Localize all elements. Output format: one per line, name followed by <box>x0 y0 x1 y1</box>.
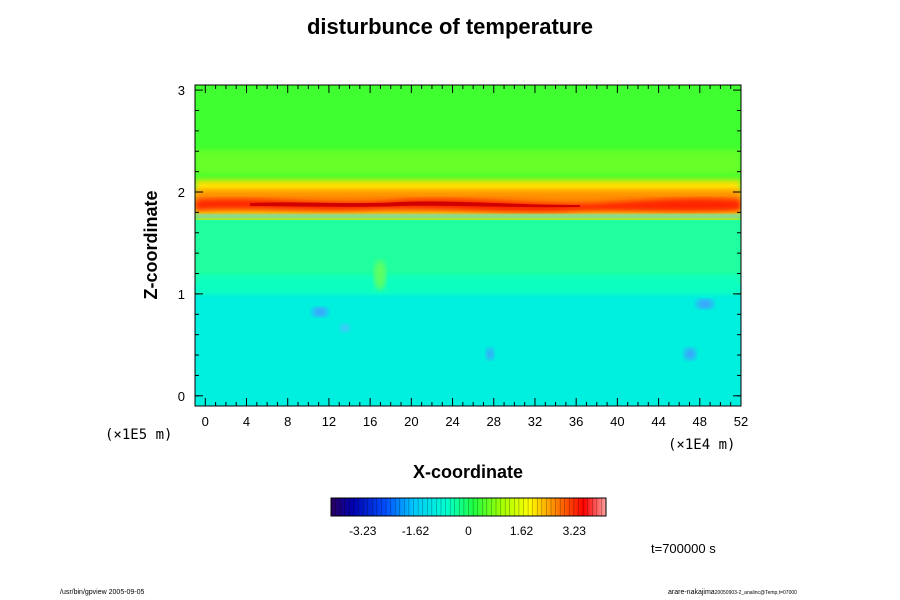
x-tick-label: 44 <box>651 414 665 429</box>
x-tick-label: 24 <box>445 414 459 429</box>
chart-title: disturbunce of temperature <box>306 14 594 39</box>
colorbar-divisions <box>335 498 602 516</box>
y-tick-label: 3 <box>178 83 185 98</box>
heatmap-vortex-3 <box>684 348 696 360</box>
x-tick-label: 32 <box>528 414 542 429</box>
colorbar-tick-label: 0 <box>465 524 472 538</box>
colorbar-tick-label: 1.62 <box>510 524 534 538</box>
plot-frame <box>194 84 742 407</box>
y-axis-ticks: 0 1 2 3 <box>178 83 741 404</box>
y-unit-label: (×1E5 m) <box>105 427 172 443</box>
heatmap-band-red-core <box>250 201 580 208</box>
footer-right: arare-nakajima20050903-2_analinc@Temp,t=… <box>668 589 797 596</box>
x-axis-title: X-coordinate <box>413 462 523 482</box>
footer-right-main: arare-nakajima <box>668 589 715 596</box>
x-tick-label: 48 <box>693 414 707 429</box>
y-tick-label: 1 <box>178 287 185 302</box>
heatmap-band-lower <box>195 285 741 406</box>
x-tick-label: 16 <box>363 414 377 429</box>
x-unit-label: (×1E4 m) <box>668 437 735 453</box>
temperature-heatmap <box>195 85 741 406</box>
heatmap-band-cold-line <box>195 214 741 218</box>
heatmap-vortex-2 <box>696 299 714 309</box>
x-tick-label: 40 <box>610 414 624 429</box>
footer-right-small: 20050903-2_analinc@Temp,t=07000 <box>714 590 797 596</box>
x-tick-label: 28 <box>487 414 501 429</box>
y-tick-label: 0 <box>178 389 185 404</box>
heatmap-vortex-6 <box>340 324 350 332</box>
x-tick-label: 8 <box>284 414 291 429</box>
colorbar-tick-label: 3.23 <box>563 524 587 538</box>
colorbar-tick-label: -3.23 <box>349 524 377 538</box>
x-tick-label: 52 <box>734 414 748 429</box>
heatmap-band-lower-haze <box>195 275 741 295</box>
time-label: t=700000 s <box>651 541 716 556</box>
colorbar-labels: -3.23 -1.62 0 1.62 3.23 <box>349 524 586 538</box>
x-tick-label: 0 <box>202 414 209 429</box>
heatmap-vortex-5 <box>374 260 386 290</box>
colorbar-tick-label: -1.62 <box>402 524 430 538</box>
y-tick-label: 2 <box>178 185 185 200</box>
y-axis-title: Z-coordinate <box>141 190 161 299</box>
x-axis-ticks: 0 4 8 12 16 20 24 28 32 36 40 44 48 52 <box>202 85 748 429</box>
footer-left: /usr/bin/gpview 2005-09-05 <box>60 589 145 596</box>
heatmap-band-upper-haze <box>195 150 741 175</box>
x-tick-label: 20 <box>404 414 418 429</box>
x-tick-label: 36 <box>569 414 583 429</box>
x-tick-label: 12 <box>322 414 336 429</box>
colorbar: -3.23 -1.62 0 1.62 3.23 <box>330 497 607 538</box>
x-tick-label: 4 <box>243 414 250 429</box>
heatmap-vortex-1 <box>312 307 328 317</box>
heatmap-vortex-4 <box>486 348 494 360</box>
heatmap-band-mid <box>195 220 741 285</box>
